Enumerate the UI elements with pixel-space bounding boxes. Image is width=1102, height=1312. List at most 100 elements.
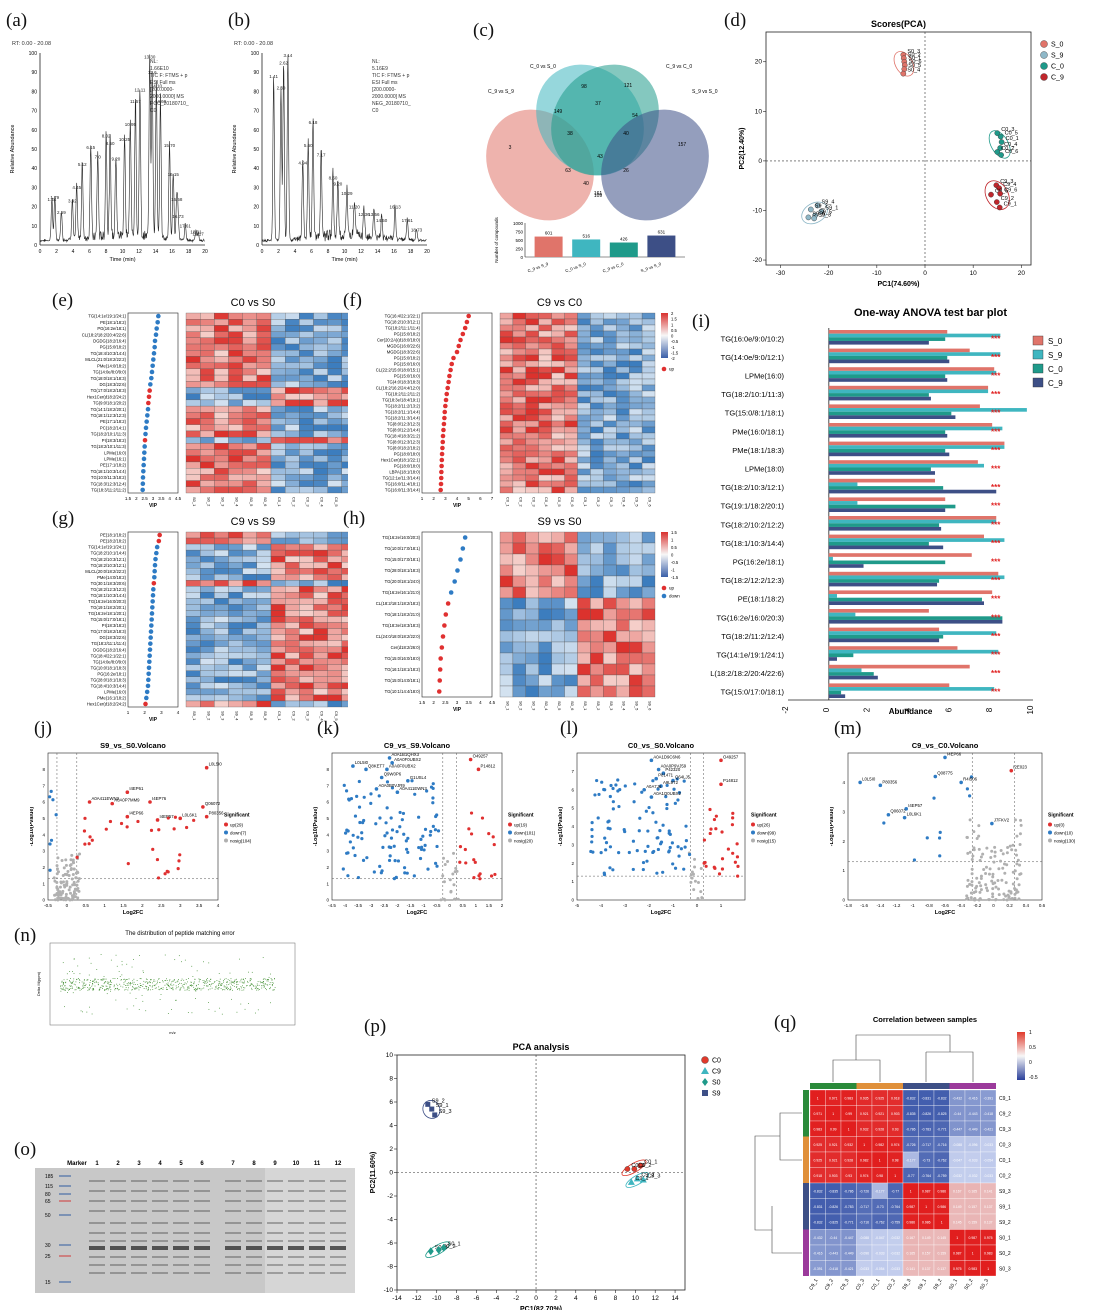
heat-cell — [577, 630, 591, 643]
heat-cell — [564, 378, 578, 386]
heat-cell — [341, 592, 348, 599]
nosig-point — [67, 888, 71, 892]
heat-cell — [214, 362, 229, 370]
heat-cell — [327, 598, 342, 605]
heat-cell — [214, 436, 229, 444]
feature-label: TG(18:1/10:3/14:4) — [91, 593, 127, 598]
up-point — [491, 835, 495, 839]
heat-cell — [313, 580, 328, 587]
error-point — [237, 989, 238, 990]
protein-band — [131, 1272, 147, 1274]
heat-cell — [538, 402, 552, 410]
vip-dot — [438, 487, 443, 493]
error-point — [72, 992, 74, 994]
anova-bar — [828, 359, 950, 364]
corr-value: 0.986 — [938, 1205, 947, 1209]
down-point — [641, 867, 645, 872]
heat-cell — [577, 641, 591, 654]
up-point — [75, 855, 79, 859]
vip-dot — [436, 689, 442, 694]
error-point — [270, 978, 272, 979]
down-point — [667, 829, 671, 833]
error-point — [119, 976, 121, 977]
heat-cell — [616, 586, 630, 599]
nosig-point — [989, 855, 993, 859]
down-point — [435, 864, 439, 868]
significance-mark: *** — [991, 558, 1001, 567]
corr-value: 0.99 — [845, 1112, 852, 1116]
up-point — [733, 860, 737, 864]
protein-band — [110, 1200, 126, 1202]
error-point — [105, 989, 107, 991]
nosig-point — [1013, 818, 1017, 822]
error-point — [256, 986, 257, 988]
nosig-point — [1013, 892, 1017, 896]
heat-cell — [590, 674, 604, 687]
error-point — [242, 981, 244, 983]
heat-cell — [242, 461, 257, 469]
heat-cell — [616, 438, 630, 446]
heat-cell — [242, 622, 257, 629]
anova-bar — [828, 560, 946, 565]
x-tick-label: 2.5 — [158, 903, 165, 908]
error-point — [129, 983, 131, 985]
labeled-point — [374, 787, 379, 791]
score-point — [808, 206, 814, 213]
feature-label: PG(15:0/16:0) — [394, 362, 421, 367]
corr-value: 0.928 — [876, 1127, 885, 1131]
error-point — [64, 989, 66, 991]
heat-cell — [641, 597, 656, 610]
anova-bar — [828, 575, 1005, 580]
vip-dot — [439, 457, 445, 463]
error-point — [210, 985, 212, 987]
heat-cell — [341, 418, 348, 425]
heat-cell — [200, 640, 215, 647]
heat-cell — [629, 408, 643, 416]
error-point — [147, 983, 148, 985]
anova-bar — [828, 501, 858, 505]
bar-y-label: Number of compounds — [494, 216, 499, 262]
down-point — [410, 779, 414, 783]
heat-cell — [228, 580, 243, 587]
error-point — [72, 971, 73, 972]
heat-cell — [512, 486, 526, 494]
corr-value: -0.835 — [906, 1112, 916, 1116]
heat-cell — [242, 676, 257, 684]
x-tick-label: 12 — [358, 249, 364, 255]
peak-label: 12.11 — [134, 87, 145, 92]
anova-bar — [828, 348, 970, 353]
heat-cell — [603, 652, 617, 665]
heat-cell — [214, 634, 229, 641]
down-point — [656, 847, 660, 852]
error-point — [91, 980, 93, 982]
heat-cell — [641, 468, 656, 476]
top-dendrogram — [832, 1034, 974, 1082]
heat-cell — [551, 414, 565, 422]
heat-cell — [285, 436, 300, 444]
error-point — [250, 983, 252, 985]
heat-cell — [551, 438, 565, 446]
vip-dot — [454, 349, 460, 355]
feature-label: TG(18:2/10:3/12:1) — [91, 563, 127, 568]
heat-cell — [512, 324, 526, 332]
error-point — [108, 988, 110, 990]
up-point — [472, 875, 476, 880]
color-scale-tick: -0.5 — [1029, 1075, 1038, 1081]
corr-value: -0.726 — [859, 1189, 869, 1193]
score-point — [997, 145, 1003, 151]
nosig-point — [77, 889, 81, 893]
peak-label: 12.36 — [358, 212, 370, 217]
point-label: S9_4 — [822, 200, 835, 206]
heat-cell — [641, 564, 656, 577]
heat-cell — [285, 343, 300, 351]
labeled-point — [387, 756, 392, 760]
error-point — [68, 989, 70, 991]
corr-value: 0.982 — [860, 1158, 869, 1162]
y-axis-label: Relative Abundance — [232, 125, 238, 174]
heat-cell — [285, 331, 300, 338]
down-point — [394, 875, 398, 879]
chromatogram-info: NL: — [150, 59, 158, 65]
panel-label-e: (e) — [52, 290, 74, 311]
heat-cell — [499, 336, 514, 344]
error-point — [158, 986, 160, 988]
